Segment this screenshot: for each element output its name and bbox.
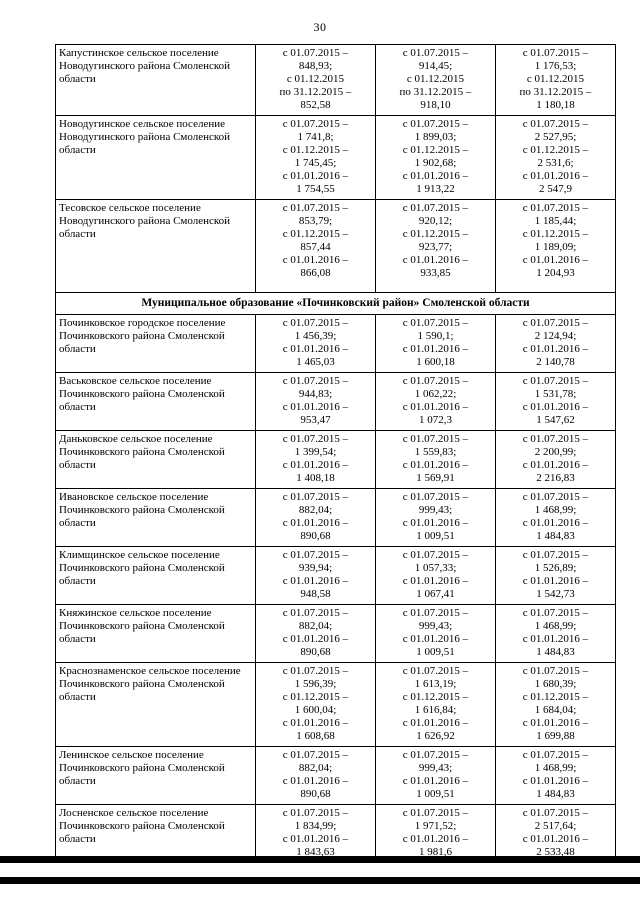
tariff-value-cell: с 01.07.2015 – 914,45; с 01.12.2015 по 3… [375,44,496,116]
tariff-value-cell: с 01.07.2015 – 1 468,99; с 01.01.2016 – … [495,746,616,805]
settlement-name-cell: Починковское городское поселение Починко… [55,314,256,373]
settlement-name-cell: Климщинское сельское поселение Починковс… [55,546,256,605]
tariff-value-cell: с 01.07.2015 – 1 971,52; с 01.01.2016 – … [375,804,496,863]
settlement-name-cell: Тесовское сельское поселение Новодугинск… [55,199,256,293]
tariff-value-cell: с 01.07.2015 – 2 200,99; с 01.01.2016 – … [495,430,616,489]
tariff-value-cell: с 01.07.2015 – 2 517,64; с 01.01.2016 – … [495,804,616,863]
table-row: Ленинское сельское поселение Починковско… [55,746,616,805]
tariff-value-cell: с 01.07.2015 – 882,04; с 01.01.2016 – 89… [255,604,376,663]
tariff-value-cell: с 01.07.2015 – 853,79; с 01.12.2015 – 85… [255,199,376,293]
tariff-value-cell: с 01.07.2015 – 882,04; с 01.01.2016 – 89… [255,488,376,547]
table-row: Краснознаменское сельское поселение Почи… [55,662,616,747]
table-row: Починковское городское поселение Починко… [55,314,616,373]
tariff-value-cell: с 01.07.2015 – 1 531,78; с 01.01.2016 – … [495,372,616,431]
tariff-value-cell: с 01.07.2015 – 999,43; с 01.01.2016 – 1 … [375,746,496,805]
bottom-divider-bar-1 [0,856,640,863]
tariff-value-cell: с 01.07.2015 – 920,12; с 01.12.2015 – 92… [375,199,496,293]
tariff-value-cell: с 01.07.2015 – 1 468,99; с 01.01.2016 – … [495,604,616,663]
tariff-value-cell: с 01.07.2015 – 1 456,39; с 01.01.2016 – … [255,314,376,373]
tariff-value-cell: с 01.07.2015 – 1 834,99; с 01.01.2016 – … [255,804,376,863]
settlement-name-cell: Ленинское сельское поселение Починковско… [55,746,256,805]
tariff-value-cell: с 01.07.2015 – 2 527,95; с 01.12.2015 – … [495,115,616,200]
settlement-name-cell: Ивановское сельское поселение Починковск… [55,488,256,547]
tariff-value-cell: с 01.07.2015 – 1 613,19; с 01.12.2015 – … [375,662,496,747]
table-row: Лосненское сельское поселение Починковск… [55,804,616,863]
tariff-value-cell: с 01.07.2015 – 1 468,99; с 01.01.2016 – … [495,488,616,547]
table-row: Новодугинское сельское поселение Новодуг… [55,115,616,200]
tariff-value-cell: с 01.07.2015 – 848,93; с 01.12.2015 по 3… [255,44,376,116]
settlement-name-cell: Краснознаменское сельское поселение Почи… [55,662,256,747]
table-row: Княжинское сельское поселение Починковск… [55,604,616,663]
table-row: Капустинское сельское поселение Новодуги… [55,44,616,116]
table-row: Климщинское сельское поселение Починковс… [55,546,616,605]
tariff-value-cell: с 01.07.2015 – 1 057,33; с 01.01.2016 – … [375,546,496,605]
settlement-name-cell: Даньковское сельское поселение Починковс… [55,430,256,489]
settlement-name-cell: Княжинское сельское поселение Починковск… [55,604,256,663]
tariff-value-cell: с 01.07.2015 – 1 185,44; с 01.12.2015 – … [495,199,616,293]
tariff-value-cell: с 01.07.2015 – 1 596,39; с 01.12.2015 – … [255,662,376,747]
section-header: Муниципальное образование «Починковский … [55,292,616,315]
tariff-value-cell: с 01.07.2015 – 1 176,53; с 01.12.2015 по… [495,44,616,116]
table-row: Даньковское сельское поселение Починковс… [55,430,616,489]
tariff-value-cell: с 01.07.2015 – 1 899,03; с 01.12.2015 – … [375,115,496,200]
table-row: Ивановское сельское поселение Починковск… [55,488,616,547]
settlement-name-cell: Капустинское сельское поселение Новодуги… [55,44,256,116]
table-row: Васьковское сельское поселение Починковс… [55,372,616,431]
tariff-value-cell: с 01.07.2015 – 1 680,39; с 01.12.2015 – … [495,662,616,747]
bottom-divider-bar-2 [0,877,640,884]
tariff-value-cell: с 01.07.2015 – 999,43; с 01.01.2016 – 1 … [375,488,496,547]
page-number: 30 [313,20,327,34]
section-row: Муниципальное образование «Починковский … [55,292,616,315]
tariff-value-cell: с 01.07.2015 – 1 741,8; с 01.12.2015 – 1… [255,115,376,200]
settlement-name-cell: Новодугинское сельское поселение Новодуг… [55,115,256,200]
tariff-value-cell: с 01.07.2015 – 2 124,94; с 01.01.2016 – … [495,314,616,373]
tariff-value-cell: с 01.07.2015 – 1 526,89; с 01.01.2016 – … [495,546,616,605]
tariff-table: Капустинское сельское поселение Новодуги… [55,44,616,863]
tariff-value-cell: с 01.07.2015 – 1 590,1; с 01.01.2016 – 1… [375,314,496,373]
tariff-value-cell: с 01.07.2015 – 1 399,54; с 01.01.2016 – … [255,430,376,489]
tariff-value-cell: с 01.07.2015 – 944,83; с 01.01.2016 – 95… [255,372,376,431]
tariff-value-cell: с 01.07.2015 – 939,94; с 01.01.2016 – 94… [255,546,376,605]
tariff-value-cell: с 01.07.2015 – 999,43; с 01.01.2016 – 1 … [375,604,496,663]
tariff-table-body: Капустинское сельское поселение Новодуги… [55,44,616,863]
settlement-name-cell: Лосненское сельское поселение Починковск… [55,804,256,863]
table-row: Тесовское сельское поселение Новодугинск… [55,199,616,293]
tariff-value-cell: с 01.07.2015 – 1 559,83; с 01.01.2016 – … [375,430,496,489]
settlement-name-cell: Васьковское сельское поселение Починковс… [55,372,256,431]
tariff-value-cell: с 01.07.2015 – 1 062,22; с 01.01.2016 – … [375,372,496,431]
tariff-value-cell: с 01.07.2015 – 882,04; с 01.01.2016 – 89… [255,746,376,805]
